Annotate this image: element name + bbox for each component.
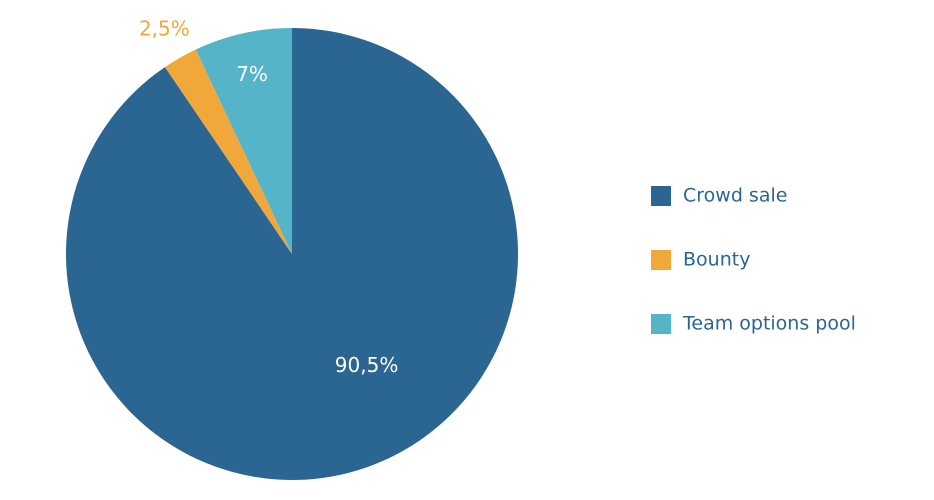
legend-swatch xyxy=(651,250,671,270)
legend-swatch xyxy=(651,186,671,206)
legend-label: Team options pool xyxy=(682,313,856,335)
value-label: 90,5% xyxy=(335,353,399,377)
value-label: 7% xyxy=(236,62,268,86)
pie-slice xyxy=(195,28,292,254)
pie-slice xyxy=(65,28,518,481)
legend-swatch xyxy=(651,314,671,334)
value-label: 2,5% xyxy=(139,17,190,41)
legend-label: Crowd sale xyxy=(683,185,787,207)
legend-label: Bounty xyxy=(683,249,750,271)
pie-slice xyxy=(164,49,292,254)
